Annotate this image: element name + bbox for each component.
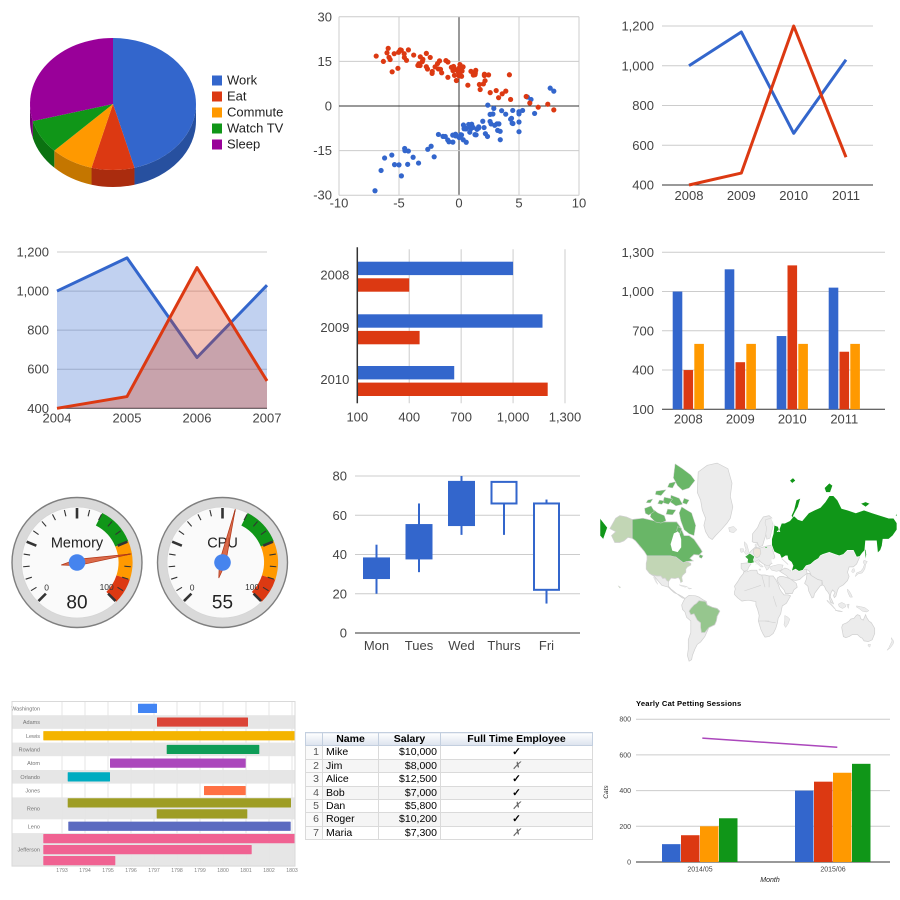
svg-text:2005: 2005	[113, 411, 142, 426]
svg-text:0: 0	[627, 860, 631, 867]
svg-text:1799: 1799	[194, 868, 206, 874]
svg-text:2010: 2010	[320, 372, 349, 387]
svg-text:0: 0	[325, 99, 332, 114]
svg-text:1,200: 1,200	[16, 245, 49, 260]
svg-text:Mon: Mon	[364, 638, 389, 653]
svg-text:15: 15	[318, 54, 332, 69]
svg-text:2009: 2009	[727, 188, 756, 203]
svg-text:1,000: 1,000	[16, 284, 49, 299]
svg-text:Adams: Adams	[23, 720, 40, 726]
svg-text:55: 55	[212, 593, 233, 614]
svg-text:1,300: 1,300	[621, 245, 654, 260]
svg-text:1797: 1797	[148, 868, 160, 874]
svg-text:800: 800	[632, 98, 654, 113]
svg-text:600: 600	[619, 752, 631, 759]
svg-text:100: 100	[100, 582, 114, 592]
svg-text:2010: 2010	[778, 412, 807, 427]
svg-text:Thurs: Thurs	[487, 638, 521, 653]
svg-text:800: 800	[619, 717, 631, 724]
svg-text:Cats: Cats	[603, 785, 610, 799]
svg-text:200: 200	[619, 824, 631, 831]
svg-text:2007: 2007	[253, 411, 282, 426]
svg-text:800: 800	[27, 323, 49, 338]
svg-text:-10: -10	[330, 196, 349, 211]
svg-text:0: 0	[44, 583, 49, 593]
svg-text:400: 400	[27, 401, 49, 416]
svg-text:-15: -15	[313, 143, 332, 158]
svg-text:2011: 2011	[832, 188, 860, 203]
svg-text:40: 40	[333, 547, 347, 562]
svg-text:Rowland: Rowland	[19, 747, 40, 753]
svg-text:400: 400	[632, 178, 654, 193]
svg-text:100: 100	[346, 409, 368, 424]
svg-text:600: 600	[632, 138, 654, 153]
svg-text:30: 30	[318, 9, 332, 24]
svg-text:700: 700	[632, 323, 654, 338]
svg-text:700: 700	[450, 409, 472, 424]
svg-text:2006: 2006	[183, 411, 212, 426]
svg-text:2008: 2008	[320, 268, 349, 283]
svg-text:1793: 1793	[56, 868, 68, 874]
svg-text:Yearly Cat Petting Sessions: Yearly Cat Petting Sessions	[636, 699, 741, 708]
svg-text:20: 20	[333, 586, 347, 601]
svg-text:CPU: CPU	[207, 536, 238, 552]
svg-text:1794: 1794	[79, 868, 91, 874]
svg-text:100: 100	[245, 582, 259, 592]
svg-text:100: 100	[632, 402, 654, 417]
svg-text:2011: 2011	[830, 412, 858, 427]
svg-text:Eat: Eat	[227, 89, 247, 104]
svg-text:1798: 1798	[171, 868, 183, 874]
svg-text:-30: -30	[313, 188, 332, 203]
svg-text:2008: 2008	[674, 412, 703, 427]
svg-text:Sleep: Sleep	[227, 137, 260, 152]
svg-text:Work: Work	[227, 73, 258, 88]
svg-text:Jefferson: Jefferson	[17, 848, 40, 854]
svg-text:2004: 2004	[43, 411, 72, 426]
svg-text:2014/05: 2014/05	[687, 867, 712, 874]
svg-text:2008: 2008	[675, 188, 704, 203]
svg-text:2015/06: 2015/06	[820, 867, 845, 874]
svg-text:1,000: 1,000	[621, 58, 654, 73]
svg-text:Atom: Atom	[27, 761, 40, 767]
svg-text:Jones: Jones	[25, 789, 40, 795]
svg-text:400: 400	[632, 363, 654, 378]
svg-text:Washington: Washington	[11, 706, 40, 712]
svg-text:10: 10	[572, 196, 586, 211]
svg-text:Watch TV: Watch TV	[227, 121, 284, 136]
svg-text:5: 5	[515, 196, 522, 211]
svg-text:Leno: Leno	[28, 824, 40, 830]
svg-text:0: 0	[455, 196, 462, 211]
svg-text:1,000: 1,000	[621, 284, 654, 299]
svg-text:Lewis: Lewis	[26, 734, 40, 740]
svg-text:Fri: Fri	[539, 638, 554, 653]
svg-text:Wed: Wed	[448, 638, 475, 653]
svg-text:Month: Month	[760, 877, 780, 884]
svg-text:400: 400	[398, 409, 420, 424]
svg-text:1803: 1803	[286, 868, 298, 874]
svg-text:2009: 2009	[726, 412, 755, 427]
svg-text:1802: 1802	[263, 868, 275, 874]
svg-text:600: 600	[27, 362, 49, 377]
svg-text:2010: 2010	[779, 188, 808, 203]
svg-text:1,300: 1,300	[549, 409, 582, 424]
svg-text:1796: 1796	[125, 868, 137, 874]
svg-text:Reno: Reno	[27, 806, 40, 812]
svg-text:0: 0	[340, 626, 347, 641]
svg-text:80: 80	[66, 593, 87, 614]
svg-text:400: 400	[619, 788, 631, 795]
svg-text:Tues: Tues	[405, 638, 434, 653]
svg-text:-5: -5	[393, 196, 405, 211]
svg-text:80: 80	[333, 469, 347, 484]
svg-text:1801: 1801	[240, 868, 252, 874]
svg-text:1800: 1800	[217, 868, 229, 874]
svg-text:Commute: Commute	[227, 105, 283, 120]
svg-text:0: 0	[190, 583, 195, 593]
svg-text:Orlando: Orlando	[20, 775, 40, 781]
svg-text:60: 60	[333, 508, 347, 523]
svg-text:1,200: 1,200	[621, 19, 654, 34]
svg-text:Memory: Memory	[51, 536, 104, 552]
svg-text:1,000: 1,000	[497, 409, 530, 424]
svg-text:2009: 2009	[320, 320, 349, 335]
svg-text:1795: 1795	[102, 868, 114, 874]
